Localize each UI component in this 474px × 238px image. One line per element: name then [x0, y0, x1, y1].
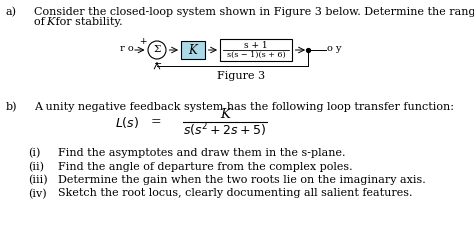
Text: Σ: Σ: [153, 45, 161, 55]
Text: Determine the gain when the two roots lie on the imaginary axis.: Determine the gain when the two roots li…: [58, 175, 426, 185]
Text: Consider the closed-loop system shown in Figure 3 below. Determine the range: Consider the closed-loop system shown in…: [34, 7, 474, 17]
Text: −: −: [154, 60, 162, 69]
Text: K: K: [220, 108, 230, 120]
FancyBboxPatch shape: [181, 41, 205, 59]
Text: s(s − 1)(s + 6): s(s − 1)(s + 6): [227, 51, 285, 59]
Text: of: of: [34, 17, 48, 27]
Text: r o: r o: [120, 44, 134, 53]
Text: (iv): (iv): [28, 188, 46, 199]
Text: +: +: [139, 38, 147, 46]
FancyBboxPatch shape: [220, 39, 292, 61]
Text: $s(s^2 + 2s + 5)$: $s(s^2 + 2s + 5)$: [183, 121, 267, 139]
Text: Figure 3: Figure 3: [218, 71, 265, 81]
Text: A unity negative feedback system has the following loop transfer function:: A unity negative feedback system has the…: [34, 102, 454, 112]
Text: o y: o y: [327, 44, 341, 53]
Text: (i): (i): [28, 148, 40, 158]
Text: K: K: [46, 17, 54, 27]
Text: $L(s)$: $L(s)$: [115, 114, 139, 129]
Text: s + 1: s + 1: [244, 41, 268, 50]
Text: a): a): [6, 7, 17, 17]
Text: Sketch the root locus, clearly documenting all salient features.: Sketch the root locus, clearly documenti…: [58, 188, 412, 198]
Text: Find the asymptotes and draw them in the s-plane.: Find the asymptotes and draw them in the…: [58, 148, 346, 158]
Text: =: =: [151, 115, 162, 129]
Text: Find the angle of departure from the complex poles.: Find the angle of departure from the com…: [58, 162, 353, 172]
Circle shape: [148, 41, 166, 59]
Text: for stability.: for stability.: [52, 17, 123, 27]
Text: (iii): (iii): [28, 175, 47, 185]
Text: K: K: [189, 44, 197, 56]
Text: b): b): [6, 102, 18, 112]
Text: (ii): (ii): [28, 162, 44, 172]
